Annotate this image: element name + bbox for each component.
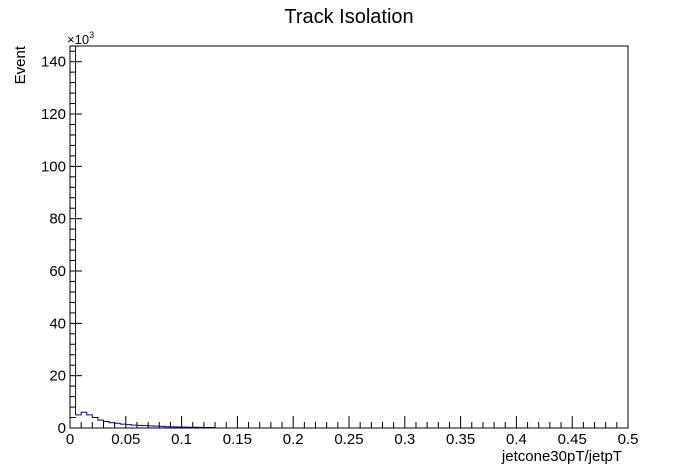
y-tick-label: 100 — [41, 158, 66, 175]
x-axis-label: jetcone30pT/jetpT — [501, 448, 622, 465]
y-tick-label: 140 — [41, 54, 66, 71]
histogram-outline — [69, 45, 221, 429]
y-tick-label: 80 — [49, 211, 66, 228]
plot-frame — [69, 45, 629, 429]
x-tick-label: 0.05 — [111, 431, 140, 448]
x-tick-label: 0.5 — [618, 431, 639, 448]
x-tick-label: 0.3 — [394, 431, 415, 448]
x-tick-label: 0.1 — [171, 431, 192, 448]
x-tick-label: 0.45 — [558, 431, 587, 448]
chart-title: Track Isolation — [284, 6, 413, 28]
y-tick-label: 20 — [49, 368, 66, 385]
x-tick-label: 0.25 — [334, 431, 363, 448]
x-tick-label: 0.15 — [223, 431, 252, 448]
x-tick-label: 0 — [66, 431, 74, 448]
y-axis-label: Event — [12, 45, 29, 84]
x-tick-label: 0.2 — [283, 431, 304, 448]
y-tick-label: 60 — [49, 263, 66, 280]
tick-labels: 0 0.05 0.1 0.15 0.2 0.25 0.3 0.35 0.4 0.45 0.5 0 20 4… — [41, 54, 638, 448]
y-multiplier-exponent: 3 — [89, 30, 94, 40]
y-multiplier-base: ×10 — [67, 32, 89, 47]
y-tick-label: 40 — [49, 315, 66, 332]
y-tick-label: 120 — [41, 106, 66, 123]
y-multiplier: ×103 — [67, 30, 94, 47]
x-tick-label: 0.35 — [446, 431, 475, 448]
x-tick-label: 0.4 — [506, 431, 527, 448]
y-tick-label: 0 — [58, 420, 66, 437]
